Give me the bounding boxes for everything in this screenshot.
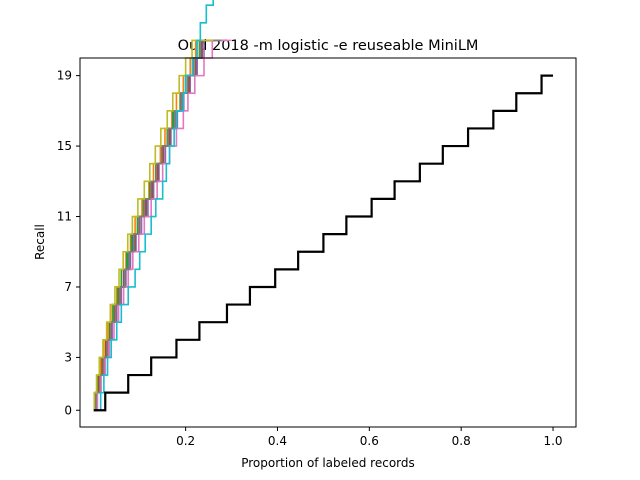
x-axis-ticks: 0.2 0.4 0.6 0.8 1.0	[176, 427, 563, 448]
y-tick-label: 15	[57, 139, 72, 153]
y-axis-ticks: 0 3 7 11 15 19	[57, 69, 80, 417]
y-axis-label: Recall	[33, 224, 47, 260]
series-line-7	[93, 39, 232, 412]
series-line-9	[93, 39, 214, 412]
x-tick-label: 0.2	[176, 434, 195, 448]
plot-frame	[79, 57, 577, 428]
y-tick-label: 11	[57, 210, 72, 224]
y-tick-label: 3	[64, 350, 72, 364]
series-line-10	[93, 0, 214, 412]
reference-step-line	[93, 74, 554, 412]
y-tick-label: 7	[64, 280, 72, 294]
chart-title: Oud 2018 -m logistic -e reuseable MiniLM	[178, 38, 479, 54]
x-tick-label: 1.0	[543, 434, 562, 448]
x-tick-label: 0.6	[360, 434, 379, 448]
x-axis-label: Proportion of labeled records	[241, 456, 415, 470]
y-tick-label: 19	[57, 69, 72, 83]
y-tick-label: 0	[64, 403, 72, 417]
x-tick-label: 0.4	[268, 434, 287, 448]
x-tick-label: 0.8	[452, 434, 471, 448]
series-line-2	[93, 39, 216, 412]
series-layer	[93, 0, 554, 412]
series-line-8	[93, 39, 222, 412]
